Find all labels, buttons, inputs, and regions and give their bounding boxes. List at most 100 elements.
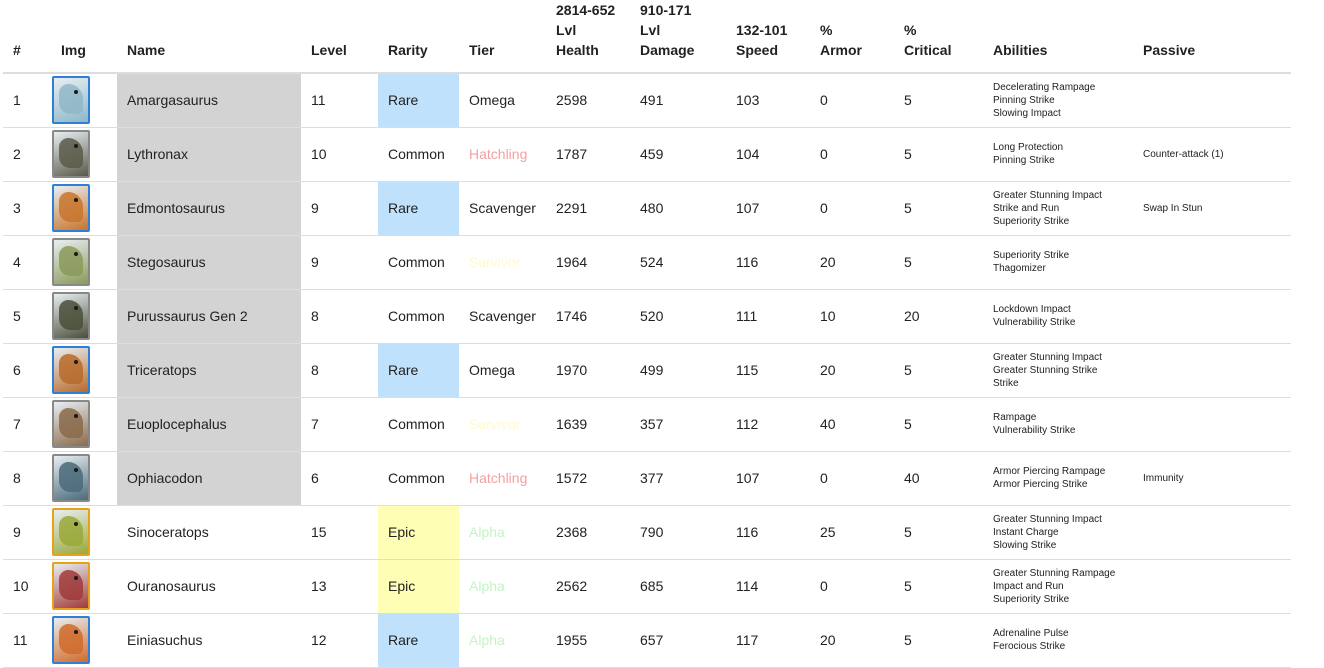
column-header-text: 910-171 (640, 2, 692, 18)
column-header-level[interactable]: Level (301, 0, 378, 74)
creature-thumbnail[interactable] (52, 238, 90, 286)
creature-critical: 5 (894, 73, 983, 128)
dinosaur-icon (59, 624, 83, 654)
column-header-rarity[interactable]: Rarity (378, 0, 459, 74)
column-header-img[interactable]: Img (51, 0, 117, 74)
creature-name[interactable]: Einiasuchus (117, 613, 301, 668)
creature-armor: 0 (810, 559, 894, 614)
creature-health: 2562 (546, 559, 630, 614)
creature-thumbnail[interactable] (52, 454, 90, 502)
dinosaur-icon (59, 570, 83, 600)
creature-thumbnail[interactable] (52, 616, 90, 664)
creature-speed: 107 (726, 181, 810, 236)
creature-thumbnail[interactable] (52, 346, 90, 394)
column-header-text: Abilities (993, 42, 1048, 58)
column-header-damage[interactable]: 910-171 Lvl Damage (630, 0, 726, 74)
creature-name[interactable]: Euoplocephalus (117, 397, 301, 452)
row-number: 10 (3, 559, 51, 614)
column-header-passive[interactable]: Passive (1133, 0, 1291, 74)
creature-speed: 116 (726, 505, 810, 560)
creature-level: 15 (301, 505, 378, 560)
creature-speed: 115 (726, 343, 810, 398)
creature-abilities: Decelerating Rampage Pinning Strike Slowin… (983, 73, 1133, 128)
creature-health: 1970 (546, 343, 630, 398)
table-row[interactable]: 7 Euoplocephalus 7 Common Survivor 1639 357 112… (3, 397, 1291, 452)
creature-rarity: Epic (378, 559, 459, 614)
creature-damage: 459 (630, 127, 726, 182)
column-header-text: 132-101 (736, 22, 788, 38)
creature-thumbnail[interactable] (52, 130, 90, 178)
image-cell (51, 613, 117, 668)
creature-name[interactable]: Ouranosaurus (117, 559, 301, 614)
creature-critical: 5 (894, 127, 983, 182)
creature-passive (1133, 343, 1291, 398)
creature-tier: Omega (459, 343, 546, 398)
table-row[interactable]: 1 Amargasaurus 11 Rare Omega 2598 491 103 0 5 Dece… (3, 73, 1291, 128)
image-cell (51, 181, 117, 236)
creature-rarity: Common (378, 235, 459, 290)
creature-health: 2598 (546, 73, 630, 128)
creature-damage: 685 (630, 559, 726, 614)
image-cell (51, 451, 117, 506)
creature-thumbnail[interactable] (52, 292, 90, 340)
dinosaur-icon (59, 192, 83, 222)
creature-name[interactable]: Edmontosaurus (117, 181, 301, 236)
creature-thumbnail[interactable] (52, 184, 90, 232)
column-header-text: Name (127, 42, 166, 58)
creature-health: 1787 (546, 127, 630, 182)
creature-rarity: Rare (378, 73, 459, 128)
dinosaur-eye-icon (74, 90, 78, 95)
ability-item: Pinning Strike (993, 94, 1055, 106)
ability-item: Armor Piercing Strike (993, 479, 1088, 490)
column-header-speed[interactable]: 132-101 Speed (726, 0, 810, 74)
creature-level: 10 (301, 127, 378, 182)
creature-damage: 491 (630, 73, 726, 128)
creature-thumbnail[interactable] (52, 76, 90, 125)
table-row[interactable]: 9 Sinoceratops 15 Epic Alpha 2368 790 116 25 5 Gre… (3, 505, 1291, 560)
creature-abilities: Rampage Vulnerability Strike (983, 397, 1133, 452)
ability-item: Greater Stunning Impact (993, 189, 1102, 201)
creature-name[interactable]: Sinoceratops (117, 505, 301, 560)
column-header-armor[interactable]: % Armor (810, 0, 894, 74)
creature-name[interactable]: Lythronax (117, 127, 301, 182)
creature-thumbnail[interactable] (52, 562, 90, 610)
creature-name[interactable]: Purussaurus Gen 2 (117, 289, 301, 344)
creature-damage: 790 (630, 505, 726, 560)
ability-item: Vulnerability Strike (993, 317, 1076, 328)
row-number: 4 (3, 235, 51, 290)
column-header-text: Damage (640, 42, 695, 58)
table-row[interactable]: 10 Ouranosaurus 13 Epic Alpha 2562 685 114 0 5 Gre… (3, 559, 1291, 614)
creature-passive: Swap In Stun (1133, 181, 1291, 236)
creature-damage: 499 (630, 343, 726, 398)
column-header-critical[interactable]: % Critical (894, 0, 983, 74)
creature-name[interactable]: Stegosaurus (117, 235, 301, 290)
column-header-text: # (13, 42, 21, 58)
creature-passive (1133, 613, 1291, 668)
table-row[interactable]: 8 Ophiacodon 6 Common Hatchling 1572 377 107 0 40… (3, 451, 1291, 506)
column-header-num[interactable]: # (3, 0, 51, 74)
dinosaur-eye-icon (74, 414, 78, 418)
creature-name[interactable]: Ophiacodon (117, 451, 301, 506)
table-row[interactable]: 2 Lythronax 10 Common Hatchling 1787 459 104 0 5 L… (3, 127, 1291, 182)
table-row[interactable]: 3 Edmontosaurus 9 Rare Scavenger 2291 480 107 0 5… (3, 181, 1291, 236)
dinosaur-icon (59, 84, 83, 115)
column-header-health[interactable]: 2814-652 Lvl Health (546, 0, 630, 74)
table-row[interactable]: 6 Triceratops 8 Rare Omega 1970 499 115 20 5 Great… (3, 343, 1291, 398)
creature-thumbnail[interactable] (52, 508, 90, 556)
creature-abilities: Superiority Strike Thagomizer (983, 235, 1133, 290)
dinosaur-icon (59, 300, 83, 330)
creature-critical: 5 (894, 559, 983, 614)
creature-name[interactable]: Amargasaurus (117, 73, 301, 128)
column-header-tier[interactable]: Tier (459, 0, 546, 74)
row-number: 5 (3, 289, 51, 344)
table-row[interactable]: 4 Stegosaurus 9 Common Survivor 1964 524 116 20 5… (3, 235, 1291, 290)
creature-thumbnail[interactable] (52, 400, 90, 448)
creature-name[interactable]: Triceratops (117, 343, 301, 398)
column-header-name[interactable]: Name (117, 0, 301, 74)
dinosaur-eye-icon (74, 198, 78, 202)
image-cell (51, 343, 117, 398)
ability-item: Superiority Strike (993, 250, 1070, 261)
column-header-abilities[interactable]: Abilities (983, 0, 1133, 74)
table-row[interactable]: 5 Purussaurus Gen 2 8 Common Scavenger 1746 52… (3, 289, 1291, 344)
table-row[interactable]: 11 Einiasuchus 12 Rare Alpha 1955 657 117 20 5 Adr… (3, 613, 1291, 668)
